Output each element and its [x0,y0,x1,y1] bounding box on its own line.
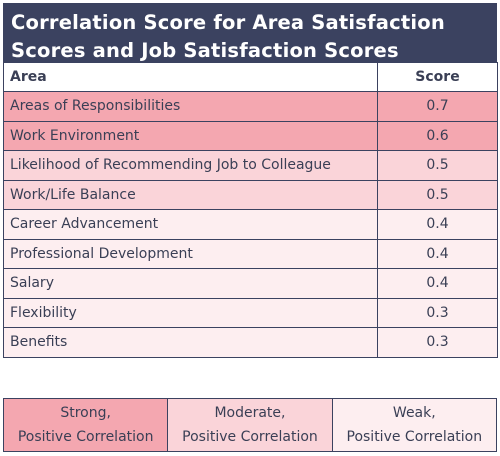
row-score-value: 0.4 [377,209,498,240]
legend-item-moderate: Moderate, Positive Correlation [168,399,333,451]
legend-item-strong: Strong, Positive Correlation [4,399,169,451]
table-row: Work Environment 0.6 [3,120,498,151]
row-score-value: 0.4 [377,238,498,269]
correlation-legend: Strong, Positive Correlation Moderate, Po… [3,398,497,452]
table-row: Benefits 0.3 [3,327,498,358]
row-area-label: Benefits [3,327,378,358]
row-area-label: Salary [3,268,378,299]
row-score-value: 0.3 [377,327,498,358]
row-area-label: Flexibility [3,297,378,328]
table-title: Correlation Score for Area Satisfaction … [3,3,497,62]
row-score-value: 0.5 [377,150,498,181]
correlation-table-frame: Correlation Score for Area Satisfaction … [3,3,498,358]
row-area-label: Professional Development [3,238,378,269]
table-row: Professional Development 0.4 [3,238,498,269]
column-header-area: Area [3,62,378,92]
row-score-value: 0.6 [377,120,498,151]
row-score-value: 0.7 [377,91,498,122]
table-row: Salary 0.4 [3,268,498,299]
table-row: Work/Life Balance 0.5 [3,179,498,210]
row-area-label: Areas of Responsibilities [3,91,378,122]
correlation-table: Area Score Areas of Responsibilities 0.7 W… [3,62,498,358]
row-area-label: Work Environment [3,120,378,151]
column-header-score: Score [377,62,498,92]
row-score-value: 0.4 [377,268,498,299]
row-area-label: Work/Life Balance [3,179,378,210]
table-row: Career Advancement 0.4 [3,209,498,240]
legend-item-weak: Weak, Positive Correlation [332,399,496,451]
row-score-value: 0.5 [377,179,498,210]
table-row: Areas of Responsibilities 0.7 [3,91,498,122]
row-area-label: Career Advancement [3,209,378,240]
row-area-label: Likelihood of Recommending Job to Collea… [3,150,378,181]
table-row: Likelihood of Recommending Job to Collea… [3,150,498,181]
table-row: Flexibility 0.3 [3,297,498,328]
table-header-row: Area Score [3,62,498,92]
row-score-value: 0.3 [377,297,498,328]
